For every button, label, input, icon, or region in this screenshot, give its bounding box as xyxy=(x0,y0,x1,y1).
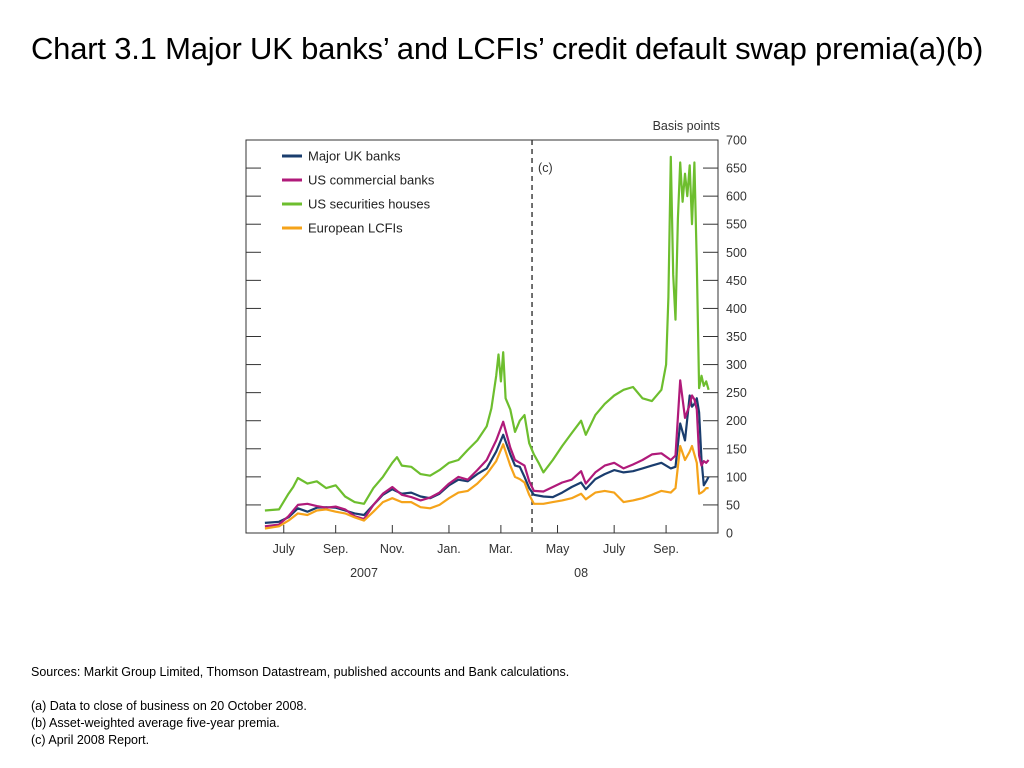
x-tick-label: Jan. xyxy=(437,542,461,556)
y-tick-label: 150 xyxy=(726,442,747,456)
footnote-a: (a) Data to close of business on 20 Octo… xyxy=(31,699,307,713)
x-tick-label: July xyxy=(603,542,626,556)
y-tick-label: 600 xyxy=(726,190,747,204)
y-tick-label: 700 xyxy=(726,134,747,148)
legend-label: Major UK banks xyxy=(308,149,401,164)
series-line-1 xyxy=(264,394,710,524)
y-tick-label: 0 xyxy=(726,527,733,541)
legend-label: US commercial banks xyxy=(308,173,435,188)
x-tick-label: Sep. xyxy=(653,542,679,556)
x-tick-label: Sep. xyxy=(323,542,349,556)
x-tick-label: Mar. xyxy=(489,542,513,556)
unit-label: Basis points xyxy=(653,119,720,133)
sources-note: Sources: Markit Group Limited, Thomson D… xyxy=(31,665,570,679)
year-label: 08 xyxy=(574,566,588,580)
year-label: 2007 xyxy=(350,566,378,580)
series-line-4 xyxy=(264,443,709,530)
series-line-2 xyxy=(264,379,710,528)
chart-title: Chart 3.1 Major UK banks’ and LCFIs’ cre… xyxy=(31,31,984,66)
y-tick-label: 450 xyxy=(726,274,747,288)
x-tick-label: July xyxy=(273,542,296,556)
y-tick-label: 100 xyxy=(726,470,747,484)
legend-label: European LCFIs xyxy=(308,221,403,236)
legend-label: US securities houses xyxy=(308,197,431,212)
chart-notes: Sources: Markit Group Limited, Thomson D… xyxy=(31,664,991,749)
y-tick-label: 500 xyxy=(726,246,747,260)
series-line-3 xyxy=(264,155,710,512)
footnote-b: (b) Asset-weighted average five-year pre… xyxy=(31,716,280,730)
cds-premia-chart: 0 50 100 150 200 250 300 350 400 450 500 550 600 650 7… xyxy=(245,119,747,580)
report-date-label: (c) xyxy=(538,161,553,175)
y-tick-label: 200 xyxy=(726,414,747,428)
x-tick-label: Nov. xyxy=(380,542,405,556)
x-tick-label: May xyxy=(546,542,570,556)
y-tick-label: 50 xyxy=(726,498,740,512)
y-tick-label: 650 xyxy=(726,162,747,176)
y-tick-label: 400 xyxy=(726,302,747,316)
y-tick-label: 300 xyxy=(726,358,747,372)
footnote-c: (c) April 2008 Report. xyxy=(31,733,150,747)
y-tick-label: 550 xyxy=(726,218,747,232)
y-tick-label: 350 xyxy=(726,330,747,344)
y-tick-label: 250 xyxy=(726,386,747,400)
